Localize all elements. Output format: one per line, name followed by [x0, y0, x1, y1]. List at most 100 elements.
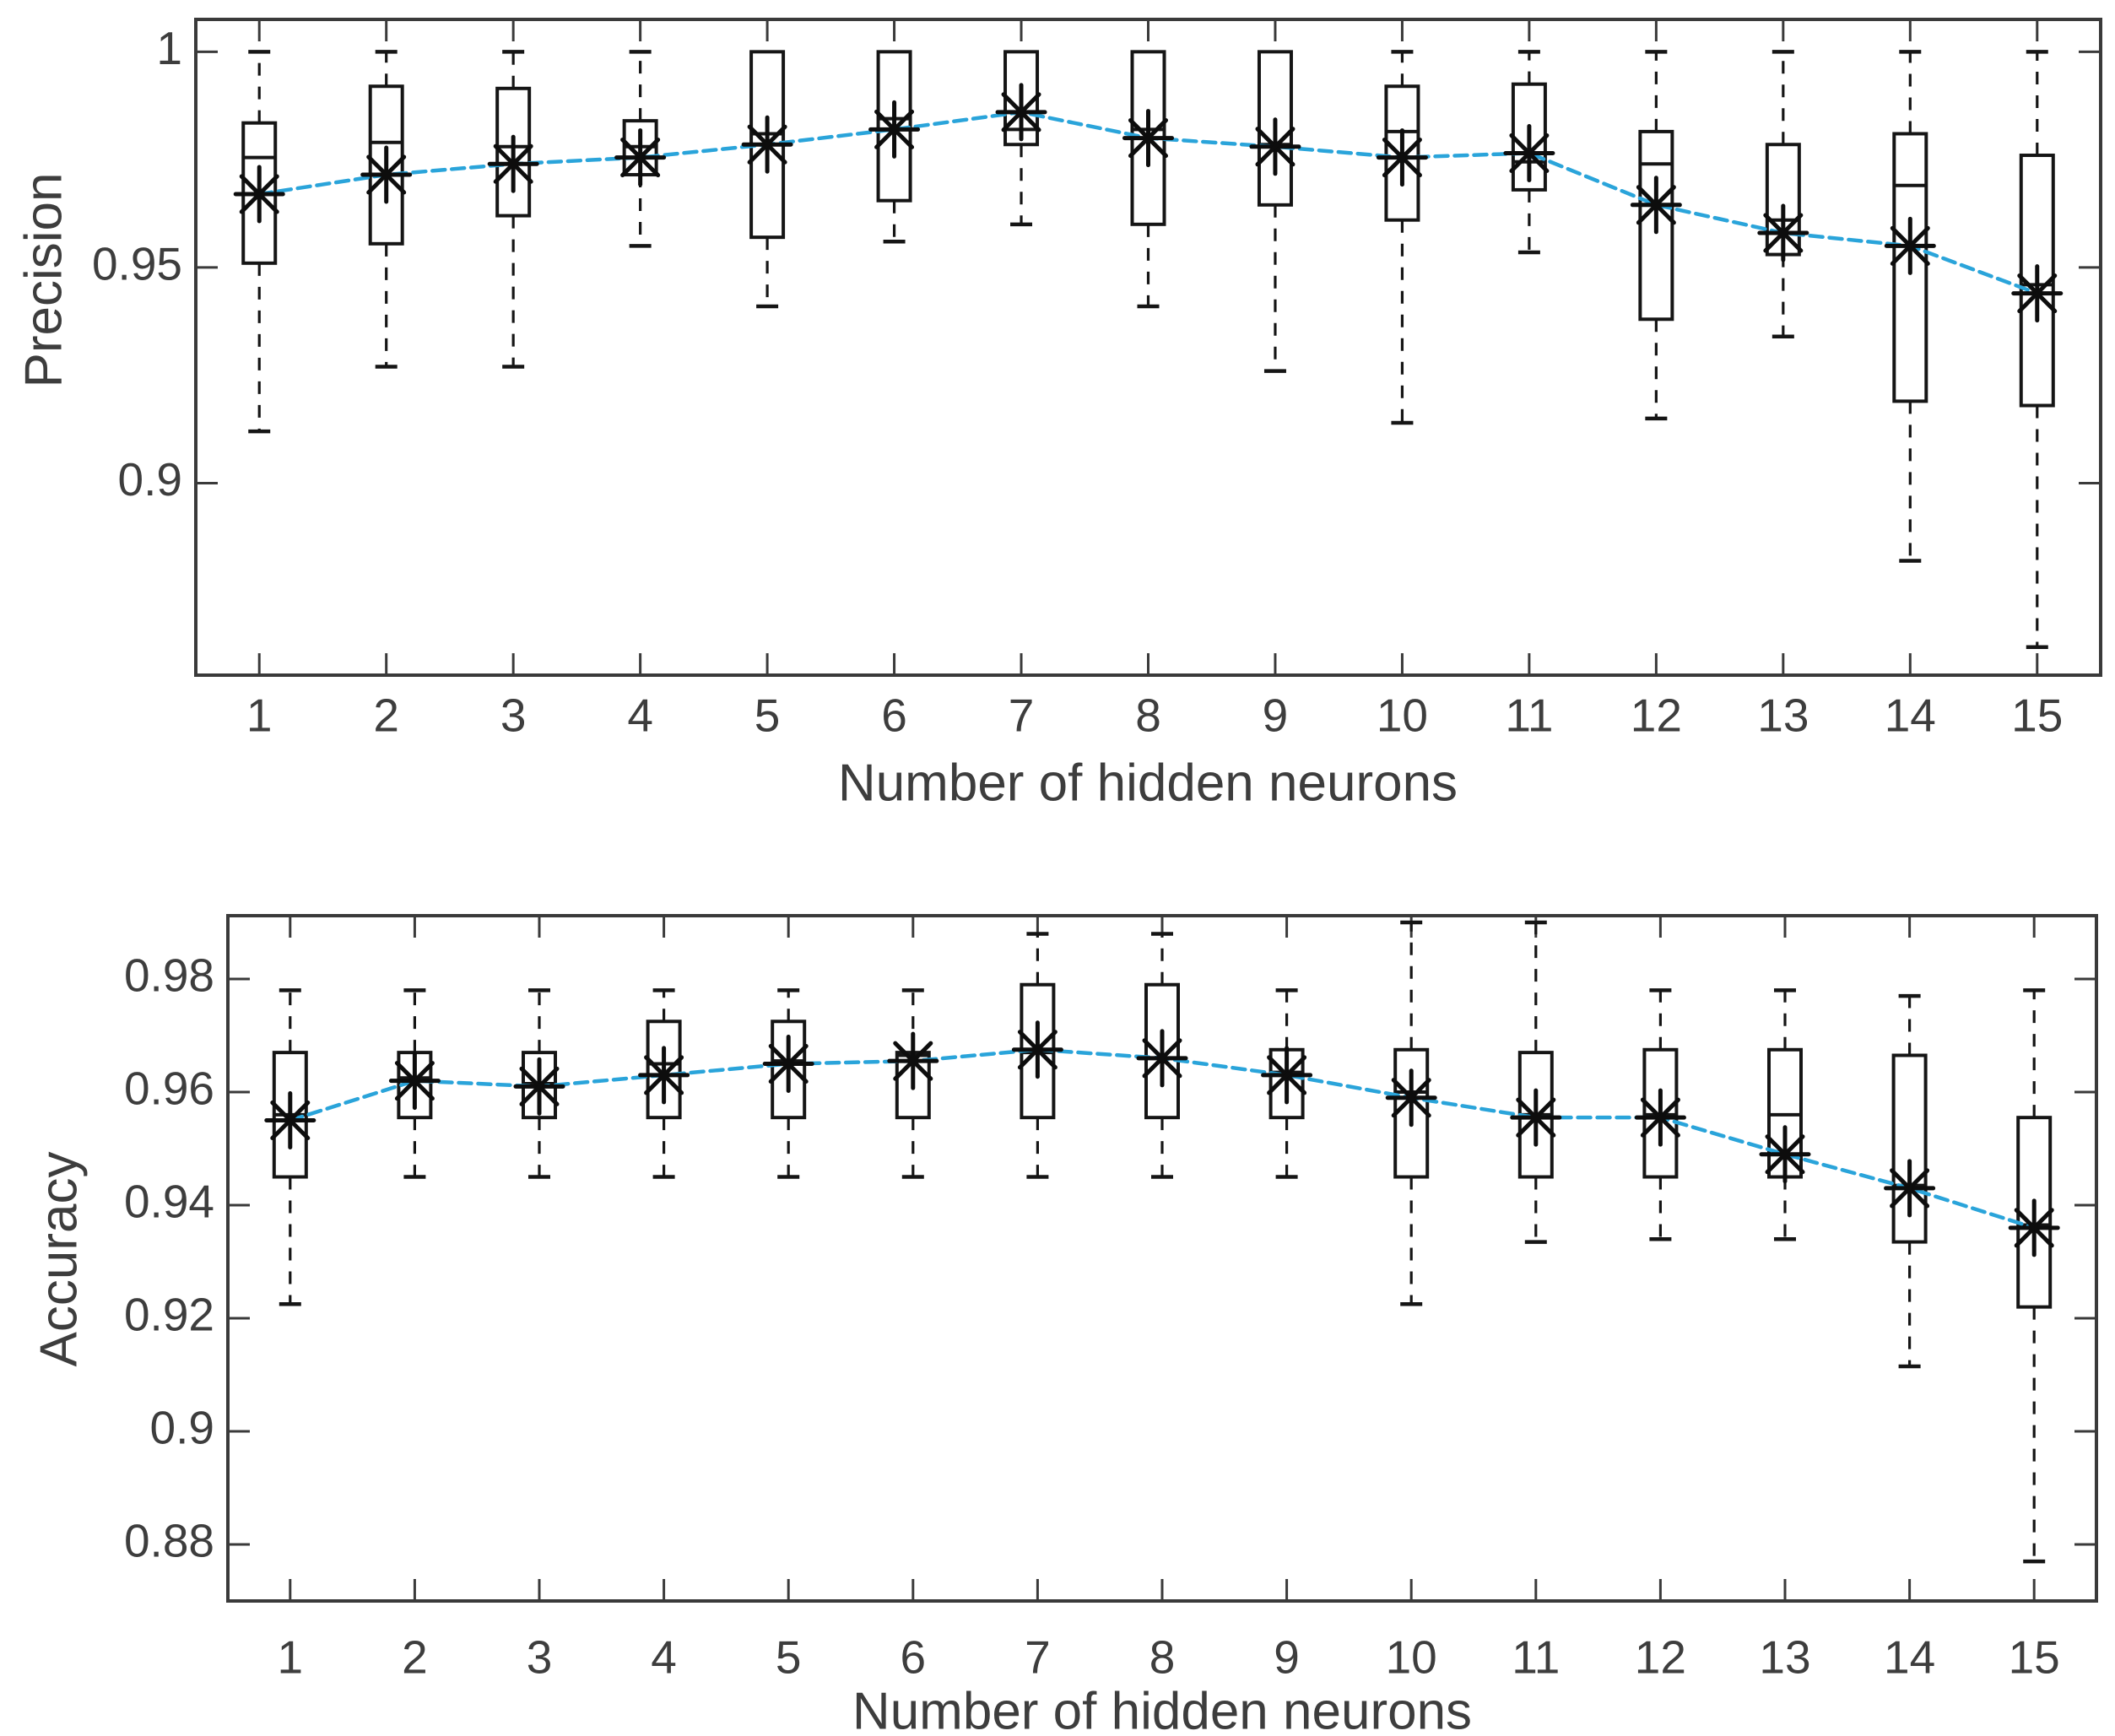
- x-tick-label: 10: [1386, 1631, 1437, 1684]
- accuracy-chart: 1 2 3 4 5 6 7 8 9 10 11 12 13 14 150.980.960.940.920.9…: [124, 914, 2098, 1684]
- marker-stroke: [1763, 213, 1804, 253]
- mean-marker: [995, 83, 1047, 142]
- x-tick-label: 10: [1377, 690, 1428, 742]
- box-and-whisker: [1257, 50, 1293, 373]
- mean-marker: [638, 1046, 690, 1105]
- marker-stroke: [1391, 1078, 1431, 1118]
- mean-marker: [1884, 216, 1936, 275]
- x-tick-label: 6: [901, 1631, 927, 1684]
- x-tick-label: 13: [1759, 1631, 1810, 1684]
- marker-stroke: [394, 1061, 435, 1101]
- mean-marker: [1510, 1088, 1562, 1147]
- marker-stroke: [1255, 127, 1296, 167]
- mean-marker: [487, 134, 539, 193]
- x-tick-label: 2: [373, 690, 399, 742]
- mean-marker: [1011, 1020, 1063, 1079]
- marker-stroke: [1640, 1097, 1680, 1138]
- accuracy-x-axis-label: Number of hidden neurons: [852, 1682, 1473, 1736]
- x-tick-label: 9: [1263, 690, 1289, 742]
- mean-marker: [264, 1091, 316, 1150]
- x-tick-label: 15: [2009, 1631, 2060, 1684]
- marker-stroke: [1890, 1168, 1930, 1209]
- box-and-whisker: [1130, 50, 1166, 309]
- iqr-box: [1892, 132, 1928, 403]
- marker-stroke: [620, 138, 661, 178]
- marker-stroke: [768, 1044, 809, 1084]
- mean-marker: [614, 128, 667, 187]
- x-tick-label: 4: [651, 1631, 677, 1684]
- box-and-whisker: [2016, 988, 2053, 1564]
- precision-y-axis-label: Precision: [14, 172, 73, 388]
- marker-stroke: [270, 1101, 311, 1141]
- marker-stroke: [1001, 92, 1041, 132]
- x-tick-label: 3: [500, 690, 527, 742]
- box-and-whisker: [1767, 988, 1803, 1241]
- box-and-whisker: [368, 50, 404, 369]
- y-tick-label: 0.98: [124, 949, 214, 1002]
- y-tick-label: 1: [156, 22, 182, 74]
- y-tick-label: 0.9: [118, 453, 182, 506]
- x-tick-label: 14: [1885, 690, 1936, 742]
- x-tick-label: 11: [1512, 1631, 1560, 1684]
- mean-marker: [360, 145, 413, 204]
- mean-marker: [513, 1057, 565, 1116]
- marker-stroke: [1142, 1038, 1182, 1079]
- x-tick-label: 6: [881, 690, 907, 742]
- box-and-whisker: [1892, 50, 1928, 563]
- marker-stroke: [493, 143, 533, 184]
- box-and-whisker: [241, 50, 278, 434]
- y-tick-label: 0.95: [92, 237, 182, 289]
- mean-marker: [762, 1035, 814, 1094]
- x-tick-label: 12: [1635, 1631, 1686, 1684]
- marker-stroke: [1267, 1055, 1307, 1095]
- mean-marker: [2008, 1198, 2060, 1257]
- marker-stroke: [239, 174, 279, 214]
- marker-stroke: [644, 1055, 684, 1095]
- x-tick-label: 8: [1149, 1631, 1176, 1684]
- marker-stroke: [366, 154, 407, 195]
- y-tick-label: 0.9: [150, 1402, 214, 1454]
- x-tick-label: 8: [1135, 690, 1161, 742]
- x-tick-label: 15: [2011, 690, 2063, 742]
- x-tick-label: 7: [1009, 690, 1035, 742]
- y-tick-label: 0.88: [124, 1515, 214, 1567]
- box-and-whisker: [1384, 50, 1420, 425]
- marker-stroke: [1382, 138, 1422, 178]
- mean-marker: [1759, 1125, 1811, 1184]
- precision-x-axis-label: Number of hidden neurons: [837, 754, 1458, 813]
- marker-stroke: [874, 109, 915, 149]
- x-tick-label: 5: [776, 1631, 802, 1684]
- mean-marker: [1757, 203, 1809, 262]
- mean-marker: [1385, 1068, 1437, 1128]
- x-tick-label: 1: [246, 690, 273, 742]
- mean-marker: [1884, 1159, 1936, 1218]
- x-tick-label: 12: [1631, 690, 1682, 742]
- marker-stroke: [519, 1066, 560, 1106]
- mean-marker: [868, 100, 921, 159]
- mean-marker: [1249, 117, 1301, 176]
- x-tick-label: 14: [1884, 1631, 1935, 1684]
- box-and-whisker: [1517, 920, 1554, 1244]
- mean-marker: [1136, 1029, 1188, 1088]
- x-tick-label: 11: [1505, 690, 1553, 742]
- box-and-whisker: [749, 50, 786, 309]
- mean-marker: [741, 115, 793, 174]
- marker-stroke: [2014, 1208, 2054, 1248]
- marker-stroke: [1516, 1097, 1556, 1138]
- x-tick-label: 9: [1274, 1631, 1300, 1684]
- y-tick-label: 0.94: [124, 1176, 214, 1228]
- y-tick-label: 0.92: [124, 1289, 214, 1341]
- mean-marker: [1630, 176, 1682, 235]
- mean-marker: [1503, 123, 1555, 182]
- mean-marker: [1261, 1046, 1313, 1105]
- x-tick-label: 5: [755, 690, 781, 742]
- marker-stroke: [893, 1041, 933, 1081]
- x-tick-label: 13: [1757, 690, 1809, 742]
- y-tick-label: 0.96: [124, 1063, 214, 1115]
- mean-marker: [233, 165, 285, 224]
- marker-stroke: [1017, 1030, 1058, 1070]
- x-tick-label: 2: [402, 1631, 428, 1684]
- x-tick-label: 4: [627, 690, 653, 742]
- x-tick-label: 3: [527, 1631, 553, 1684]
